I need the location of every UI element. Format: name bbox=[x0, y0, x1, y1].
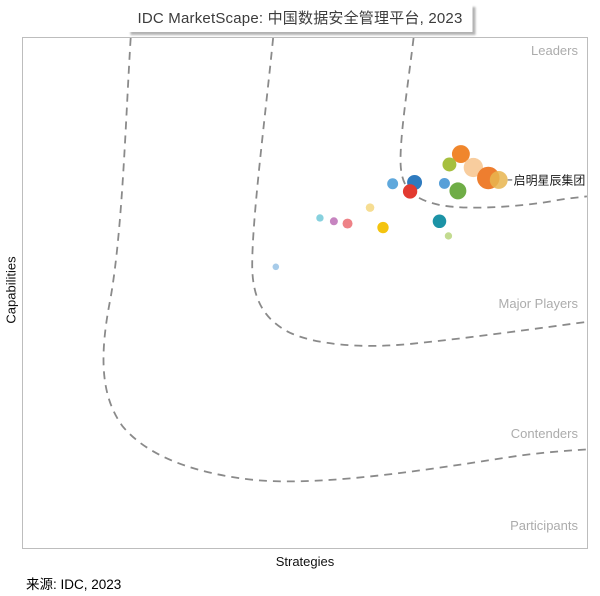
bubble-11 bbox=[432, 214, 447, 229]
bubble-12 bbox=[316, 214, 324, 222]
bubble-labeled-vendor bbox=[489, 170, 508, 189]
y-axis-label: Capabilities bbox=[3, 256, 19, 324]
bubble-17 bbox=[444, 232, 453, 240]
bubble-14 bbox=[342, 218, 353, 229]
bubble-7 bbox=[387, 178, 399, 190]
bubble-3 bbox=[463, 157, 484, 178]
boundary-major-players-contenders bbox=[251, 38, 587, 347]
boundary-contenders-participants bbox=[102, 38, 587, 483]
plot-area: 启明星辰集团 Leaders Major Players Contenders … bbox=[22, 37, 588, 549]
bubble-10 bbox=[449, 182, 467, 200]
chart-title: IDC MarketScape: 中国数据安全管理平台, 2023 bbox=[127, 4, 473, 32]
region-label-participants: Participants bbox=[510, 518, 578, 533]
annotation-vendor-label: 启明星辰集团 bbox=[514, 172, 586, 187]
region-label-leaders: Leaders bbox=[531, 43, 578, 58]
bubble-2 bbox=[442, 157, 457, 172]
bubble-15 bbox=[365, 203, 375, 212]
region-label-major-players: Major Players bbox=[498, 296, 578, 311]
bubble-8 bbox=[438, 177, 450, 189]
bubble-13 bbox=[329, 217, 338, 226]
region-label-contenders: Contenders bbox=[510, 426, 578, 441]
chart-canvas: 启明星辰集团 bbox=[102, 38, 587, 483]
bubble-9 bbox=[402, 184, 418, 199]
bubble-1 bbox=[451, 145, 470, 164]
x-axis-label: Strategies bbox=[275, 554, 335, 569]
bubble-18 bbox=[272, 263, 280, 271]
source-note: 来源: IDC, 2023 bbox=[26, 577, 122, 592]
bubble-16 bbox=[377, 221, 389, 234]
